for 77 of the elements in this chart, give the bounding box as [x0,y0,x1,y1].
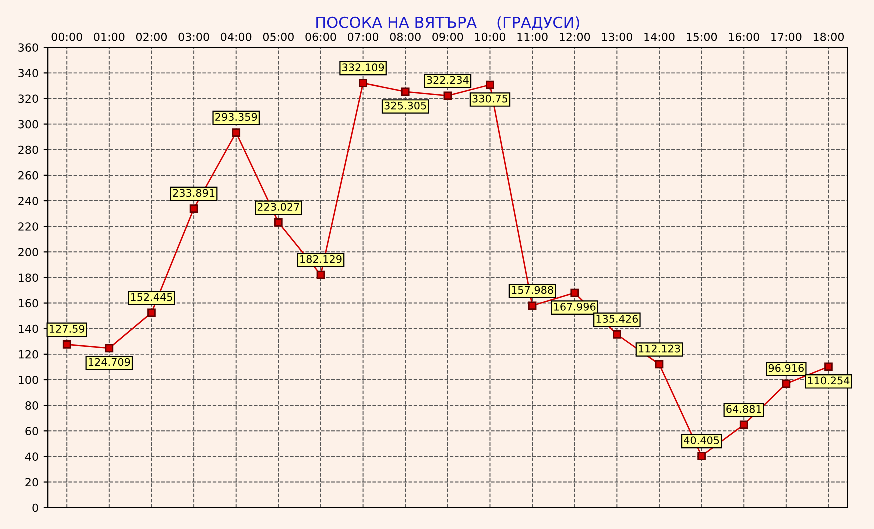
data-label: 152.445 [131,293,172,302]
y-tick-label: 320 [18,94,38,104]
x-tick-label: 03:00 [178,32,210,42]
point [444,92,452,100]
x-tick-label: 16:00 [729,32,760,42]
y-tick-label: 20 [26,478,38,487]
data-label: 322.234 [427,76,469,84]
point [274,218,283,227]
x-tick-label: 10:00 [475,32,506,42]
point [740,420,748,430]
y-tick-label: 340 [18,69,38,78]
y-tick-label: 300 [18,120,38,129]
point [232,128,241,137]
x-tick-label: 01:00 [94,32,125,42]
point [655,360,664,369]
data-label: 330.75 [472,94,508,103]
point [359,79,368,88]
x-tick-label: 13:00 [602,32,632,42]
y-tick-label: 280 [18,146,38,154]
x-tick-label: 09:00 [432,32,464,42]
point [62,340,72,349]
data-label: 96.916 [768,364,804,372]
x-tick-label: 05:00 [263,32,294,42]
data-label: 157.988 [512,286,554,294]
data-label: 40.405 [684,436,720,444]
data-label: 112.123 [639,344,680,353]
y-tick-label: 240 [18,196,38,206]
data-label: 110.254 [808,376,850,385]
point [105,344,114,353]
y-tick-label: 120 [19,350,38,359]
chart-title: ПОСОКА НА ВЯТЪРА (ГРАДУСИ) [316,16,580,31]
point [401,88,410,96]
x-tick-label: 07:00 [348,32,379,42]
point [148,308,156,318]
point [486,80,494,90]
y-tick-label: 180 [19,274,38,282]
data-label: 124.709 [89,358,130,366]
x-tick-label: 17:00 [772,32,802,42]
point [613,330,622,339]
data-label: 127.59 [50,325,85,333]
y-tick-label: 360 [18,44,38,52]
y-tick-label: 60 [26,427,38,436]
y-tick-label: 200 [18,248,38,257]
data-label: 332.109 [342,64,384,72]
data-label: 182.129 [300,255,342,264]
point [528,302,537,310]
x-tick-label: 14:00 [644,32,675,42]
x-tick-label: 18:00 [814,32,844,42]
data-label: 233.891 [173,189,215,198]
point [190,204,198,213]
y-tick-label: 40 [25,452,38,462]
x-tick-label: 15:00 [687,32,718,42]
x-tick-label: 02:00 [136,32,168,42]
data-label: 223.027 [258,203,300,211]
point [570,288,580,298]
data-label: 64.881 [726,405,762,414]
y-tick-label: 220 [18,222,38,231]
point [698,452,706,460]
y-tick-label: 100 [19,376,38,384]
x-tick-label: 00:00 [52,32,82,42]
x-tick-label: 04:00 [221,32,252,42]
y-tick-label: 160 [19,299,38,308]
x-tick-label: 08:00 [390,32,421,42]
data-label: 135.426 [596,315,638,323]
point [782,380,791,388]
y-tick-label: 80 [26,402,38,410]
x-tick-label: 11:00 [518,32,548,42]
x-tick-label: 06:00 [306,32,336,42]
y-tick-label: 260 [18,171,38,180]
x-tick-label: 12:00 [560,32,590,42]
point [824,362,833,372]
data-label: 325.305 [384,102,426,110]
point [316,270,326,280]
y-tick-label: 140 [19,324,38,334]
data-label: 167.996 [554,302,596,311]
data-label: 293.359 [216,113,258,122]
y-tick-label: 0 [32,504,38,512]
